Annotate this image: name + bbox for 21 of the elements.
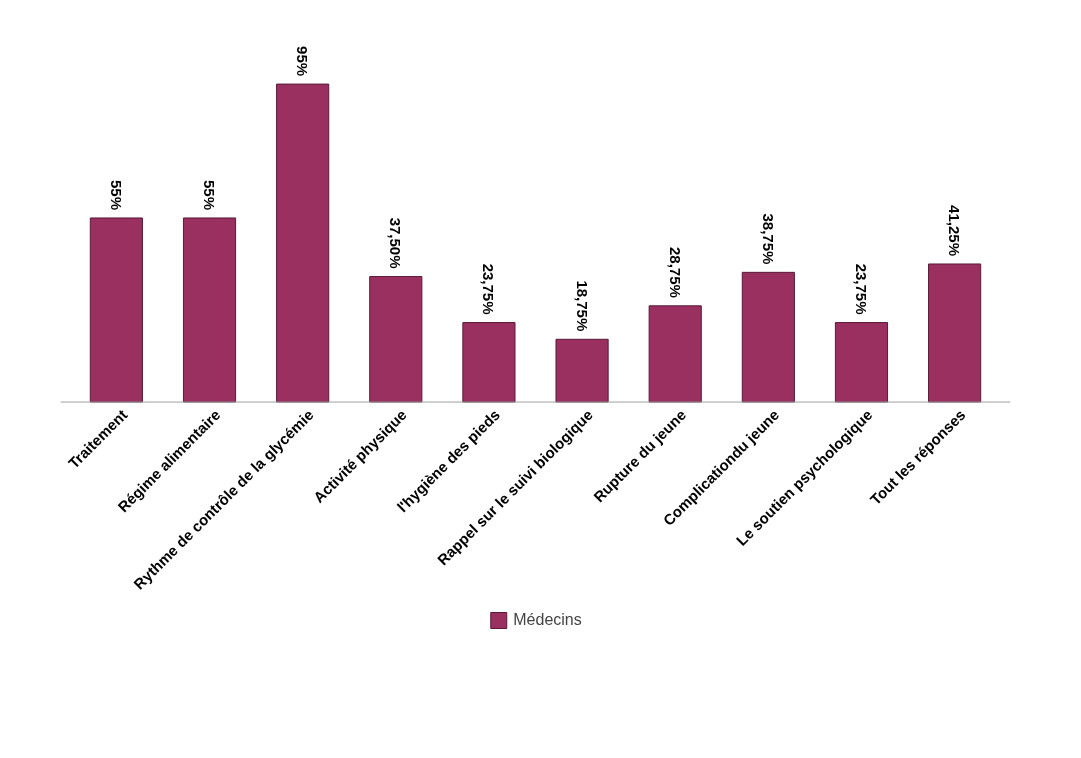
data-label: 55% [107, 179, 125, 210]
data-label: 23,75% [480, 263, 498, 315]
bar [648, 305, 702, 403]
data-label: 95% [294, 46, 312, 77]
data-label: 18,75% [573, 280, 591, 332]
bar [369, 276, 423, 403]
bar [928, 263, 982, 403]
bar [276, 83, 330, 403]
data-label: 37,50% [387, 217, 405, 269]
bar [741, 271, 795, 403]
bar [555, 338, 609, 403]
bar [89, 217, 143, 403]
data-label: 41,25% [946, 205, 964, 256]
bar [182, 217, 237, 403]
data-label: 55% [201, 179, 219, 210]
data-label: 28,75% [666, 246, 684, 298]
data-label: 38,75% [759, 213, 777, 265]
bar [462, 322, 516, 403]
legend-label: Médecins [513, 611, 582, 629]
bar [834, 322, 889, 403]
data-label: 23,75% [852, 263, 870, 315]
